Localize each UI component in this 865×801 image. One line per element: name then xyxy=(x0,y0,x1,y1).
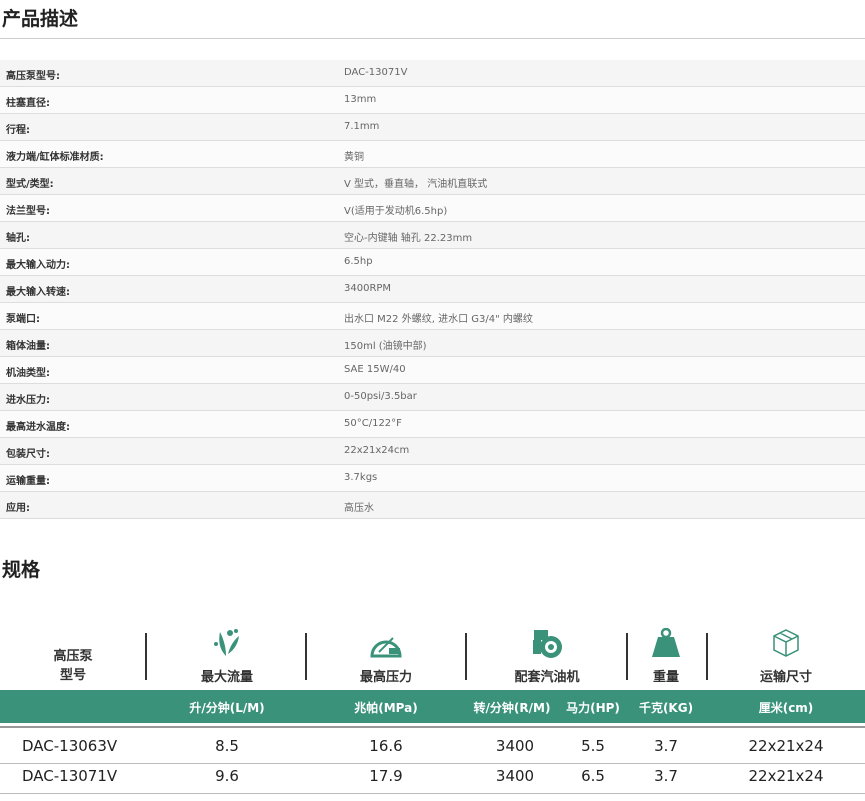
cell-size: 22x21x24 xyxy=(748,737,824,755)
spec-label: 进水压力: xyxy=(6,395,50,406)
spec-row: 最大输入转速: 3400RPM xyxy=(0,276,865,303)
spec-label: 应用: xyxy=(6,503,30,514)
spec-row: 包装尺寸: 22x21x24cm xyxy=(0,438,865,465)
unit-hp: 马力(HP) xyxy=(566,701,620,715)
unit-rpm: 转/分钟(R/M) xyxy=(473,701,551,715)
section-title-specs: 规格 xyxy=(2,559,41,581)
spec-value: V(适用于发动机6.5hp) xyxy=(344,206,448,217)
spec-label: 液力端/缸体标准材质: xyxy=(6,152,104,163)
cell-pressure: 17.9 xyxy=(369,767,403,785)
spec-value: 150ml (油镜中部) xyxy=(344,341,427,352)
spec-label: 柱塞直径: xyxy=(6,98,50,109)
spec-value: SAE 15W/40 xyxy=(344,364,406,375)
spec-label: 最大输入动力: xyxy=(6,260,70,271)
spec-label: 行程: xyxy=(6,125,30,136)
divider xyxy=(0,763,865,764)
unit-size: 厘米(cm) xyxy=(758,701,814,715)
divider xyxy=(0,726,865,728)
divider xyxy=(465,633,467,680)
spec-row: 行程: 7.1mm xyxy=(0,114,865,141)
spec-row: 型式/类型: V 型式，垂直轴， 汽油机直联式 xyxy=(0,168,865,195)
divider xyxy=(0,38,865,39)
spec-row: 法兰型号: V(适用于发动机6.5hp) xyxy=(0,195,865,222)
unit-flow: 升/分钟(L/M) xyxy=(189,701,265,715)
header-engine: 配套汽油机 xyxy=(514,670,580,685)
spec-row: 运输重量: 3.7kgs xyxy=(0,465,865,492)
spec-label: 最高进水温度: xyxy=(6,422,70,433)
unit-pressure: 兆帕(MPa) xyxy=(354,701,418,715)
spec-row: 进水压力: 0-50psi/3.5bar xyxy=(0,384,865,411)
spec-label: 高压泵型号: xyxy=(6,71,60,82)
spec-label: 法兰型号: xyxy=(6,206,50,217)
cell-flow: 9.6 xyxy=(215,767,239,785)
spec-label: 箱体油量: xyxy=(6,341,50,352)
spec-label: 型式/类型: xyxy=(6,179,54,190)
cell-pressure: 16.6 xyxy=(369,737,403,755)
spec-row: 箱体油量: 150ml (油镜中部) xyxy=(0,330,865,357)
spec-row: 应用: 高压水 xyxy=(0,492,865,519)
cell-weight: 3.7 xyxy=(654,737,678,755)
spec-label: 包装尺寸: xyxy=(6,449,50,460)
spec-row: 柱塞直径: 13mm xyxy=(0,87,865,114)
spec-value: 3.7kgs xyxy=(344,472,378,483)
cell-model: DAC-13071V xyxy=(22,767,118,785)
engine-icon xyxy=(533,630,562,658)
divider xyxy=(305,633,307,680)
header-flow: 最大流量 xyxy=(200,670,254,685)
description-table: 高压泵型号: DAC-13071V 柱塞直径: 13mm 行程: 7.1mm 液力端/缸体标… xyxy=(0,60,865,519)
spec-value: 50°C/122°F xyxy=(344,418,402,429)
cell-hp: 6.5 xyxy=(581,767,605,785)
header-model: 高压泵 型号 xyxy=(53,649,93,683)
spec-value: 22x21x24cm xyxy=(344,445,410,456)
section-title-description: 产品描述 xyxy=(2,8,79,30)
spec-label: 最大输入转速: xyxy=(6,287,70,298)
spec-row: 液力端/缸体标准材质: 黄铜 xyxy=(0,141,865,168)
spec-value: V 型式，垂直轴， 汽油机直联式 xyxy=(344,179,488,190)
cell-hp: 5.5 xyxy=(581,737,605,755)
gauge-max-icon xyxy=(370,637,402,658)
spec-value: 出水口 M22 外螺纹, 进水口 G3/4" 内螺纹 xyxy=(344,314,533,325)
box-icon xyxy=(773,629,799,657)
spec-value: DAC-13071V xyxy=(344,67,408,78)
weight-icon xyxy=(652,628,680,657)
cell-weight: 3.7 xyxy=(654,767,678,785)
header-weight: 重量 xyxy=(652,670,680,685)
divider xyxy=(145,633,147,680)
spec-row: 最大输入动力: 6.5hp xyxy=(0,249,865,276)
cell-rpm: 3400 xyxy=(495,767,535,785)
spec-label: 运输重量: xyxy=(6,476,50,487)
spec-value: 13mm xyxy=(344,94,377,105)
spec-row: 高压泵型号: DAC-13071V xyxy=(0,60,865,87)
cell-size: 22x21x24 xyxy=(748,767,824,785)
cell-model: DAC-13063V xyxy=(22,737,118,755)
cell-flow: 8.5 xyxy=(215,737,239,755)
header-pressure: 最高压力 xyxy=(359,670,413,685)
spec-row: 机油类型: SAE 15W/40 xyxy=(0,357,865,384)
spec-value: 6.5hp xyxy=(344,256,373,267)
spec-label: 轴孔: xyxy=(6,233,30,244)
divider xyxy=(0,793,865,794)
spec-row: 泵端口: 出水口 M22 外螺纹, 进水口 G3/4" 内螺纹 xyxy=(0,303,865,330)
spec-label: 机油类型: xyxy=(6,368,50,379)
spec-row: 最高进水温度: 50°C/122°F xyxy=(0,411,865,438)
spec-value: 空心-内键轴 轴孔 22.23mm xyxy=(344,233,473,244)
spec-label: 泵端口: xyxy=(6,314,40,325)
spec-value: 黄铜 xyxy=(344,152,364,163)
spec-value: 3400RPM xyxy=(344,283,392,294)
leaf-splash-icon xyxy=(214,629,239,656)
spec-row: 轴孔: 空心-内键轴 轴孔 22.23mm xyxy=(0,222,865,249)
divider xyxy=(626,633,628,680)
divider xyxy=(706,633,708,680)
spec-value: 高压水 xyxy=(344,503,374,514)
unit-weight: 千克(KG) xyxy=(638,701,694,715)
spec-value: 7.1mm xyxy=(344,121,380,132)
units-band xyxy=(0,690,865,723)
header-size: 运输尺寸 xyxy=(759,670,813,685)
cell-rpm: 3400 xyxy=(495,737,535,755)
spec-value: 0-50psi/3.5bar xyxy=(344,391,417,402)
